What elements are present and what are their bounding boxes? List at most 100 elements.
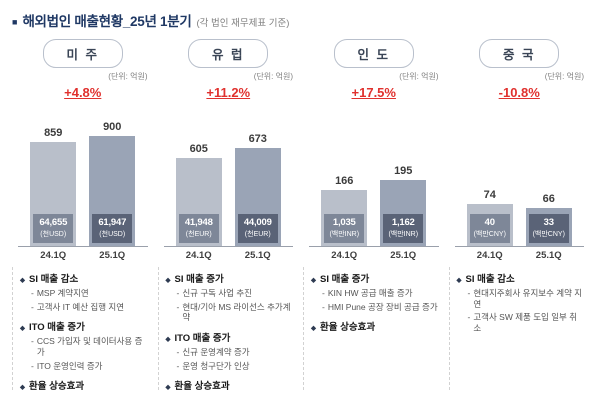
- bar-inner-box: 64,655 (천USD): [33, 214, 74, 243]
- note-detail: - 신규 운영계약 증가: [166, 347, 294, 358]
- x-axis-labels: 24.1Q 25.1Q: [18, 250, 148, 261]
- note-text: 환율 상승효과: [174, 381, 230, 393]
- bar-chart: 859 64,655 (천USD) 900 61,947 (천USD): [18, 115, 148, 247]
- growth-rate: +11.2%: [206, 85, 251, 100]
- note-text: 신규 운영계약 증가: [182, 346, 250, 357]
- bar-inner-box: 44,009 (천EUR): [237, 214, 278, 243]
- local-currency-value: 41,948: [184, 217, 213, 228]
- bar-chart: 74 40 (백만CNY) 66 33 (백만CNY): [454, 115, 584, 247]
- note-heading: ◆ SI 매출 감소: [20, 271, 148, 285]
- local-currency-value: 44,009: [243, 217, 272, 228]
- note-text: KIN HW 공급 매출 증가: [327, 288, 413, 298]
- unit-label: (단위: 억원): [108, 72, 148, 81]
- diamond-bullet-icon: ◆: [165, 335, 171, 343]
- note-text: 신규 구독 사업 추진: [182, 288, 252, 298]
- growth-rate: +17.5%: [351, 85, 396, 100]
- bar-value-label: 605: [189, 143, 208, 155]
- note-text: 운영 청구단가 인상: [182, 360, 250, 371]
- bar-25q: 195 1,162 (백만INR): [380, 165, 427, 246]
- bar-value-label: 166: [335, 175, 354, 187]
- note-text: ITO 매출 증가: [29, 322, 85, 334]
- page-header: ■ 해외법인 매출현황_25년 1분기 (각 법인 재무제표 기준): [10, 10, 592, 30]
- region-title: 유 럽: [188, 39, 269, 68]
- note-heading: ◆ 환율 상승효과: [311, 319, 439, 333]
- bar-chart: 605 41,948 (천EUR) 673 44,009 (천EUR): [163, 115, 293, 247]
- note-detail: - 현대지주회사 유지보수 계약 지연: [457, 288, 585, 309]
- bar-24q: 859 64,655 (천USD): [30, 127, 77, 246]
- diamond-bullet-icon: ◆: [165, 384, 171, 392]
- local-currency-unit: (백만CNY): [532, 231, 565, 238]
- region-column-americas: 미 주 (단위: 억원) +4.8% 859 64,655 (천USD) 900…: [10, 39, 156, 392]
- bar-inner-box: 40 (백만CNY): [469, 214, 510, 243]
- note-text: SI 매출 감소: [465, 274, 515, 285]
- note-detail: - 현대/기아 MS 라이선스 추가계약: [166, 302, 294, 323]
- diamond-bullet-icon: ◆: [20, 277, 25, 284]
- region-column-europe: 유 럽 (단위: 억원) +11.2% 605 41,948 (천EUR) 67…: [156, 39, 302, 392]
- note-detail: - CCS 가입자 및 데이터사용 증가: [20, 336, 148, 357]
- local-currency-unit: (백만INR): [388, 231, 419, 238]
- bar-value-label: 74: [483, 189, 496, 201]
- note-text: ITO 운영인력 증가: [36, 360, 103, 371]
- notes-list: ◆ SI 매출 감소 - 현대지주회사 유지보수 계약 지연 - 고객사 SW 제품 …: [455, 271, 585, 334]
- bar-inner-box: 33 (백만CNY): [528, 214, 569, 243]
- x-axis-labels: 24.1Q 25.1Q: [455, 250, 585, 261]
- local-currency-value: 64,655: [39, 217, 68, 228]
- dash-bullet-icon: -: [31, 288, 34, 298]
- region-title: 중 국: [479, 39, 560, 68]
- region-title: 인 도: [333, 39, 414, 68]
- note-heading: ◆ 환율 상승효과: [166, 378, 294, 392]
- dash-bullet-icon: -: [322, 288, 325, 298]
- note-text: 환율 상승효과: [29, 381, 85, 393]
- diamond-bullet-icon: ◆: [456, 277, 462, 284]
- bar-25q: 673 44,009 (천EUR): [234, 133, 281, 246]
- note-heading: ◆ ITO 매출 증가: [166, 330, 294, 344]
- bar-25q: 66 33 (백만CNY): [525, 193, 572, 246]
- x-axis-label: 25.1Q: [535, 250, 562, 261]
- note-heading: ◆ SI 매출 감소: [457, 271, 585, 285]
- unit-label: (단위: 억원): [253, 72, 293, 81]
- dash-bullet-icon: -: [176, 346, 180, 357]
- x-axis-label: 25.1Q: [390, 250, 417, 261]
- growth-rate: -10.8%: [498, 85, 540, 100]
- bar-value-label: 66: [542, 193, 555, 205]
- dash-bullet-icon: -: [467, 288, 471, 298]
- notes-list: ◆ SI 매출 증가 - KIN HW 공급 매출 증가 - HMI Pune 공장 …: [309, 271, 439, 333]
- bar-value-label: 900: [103, 121, 122, 133]
- dash-bullet-icon: -: [176, 301, 180, 312]
- note-detail: - KIN HW 공급 매출 증가: [311, 288, 439, 299]
- x-axis-label: 24.1Q: [331, 250, 358, 261]
- local-currency-unit: (천USD): [40, 231, 67, 238]
- note-text: SI 매출 증가: [320, 274, 370, 285]
- region-column-india: 인 도 (단위: 억원) +17.5% 166 1,035 (백만INR) 19…: [301, 39, 447, 392]
- note-detail: - ITO 운영인력 증가: [20, 361, 148, 372]
- note-text: MSP 계약지연: [36, 288, 89, 298]
- local-currency-unit: (천EUR): [185, 231, 212, 238]
- diamond-bullet-icon: ◆: [165, 277, 171, 284]
- bar-value-label: 859: [44, 127, 63, 139]
- diamond-bullet-icon: ◆: [20, 384, 25, 392]
- bar-25q: 900 61,947 (천USD): [89, 121, 136, 246]
- bar-inner-box: 41,948 (천EUR): [178, 214, 219, 243]
- local-currency-unit: (백만INR): [329, 231, 360, 238]
- square-bullet-icon: ■: [12, 17, 18, 27]
- note-heading: ◆ SI 매출 증가: [166, 271, 294, 285]
- note-text: ITO 매출 증가: [174, 332, 231, 344]
- dash-bullet-icon: -: [31, 301, 34, 312]
- note-text: HMI Pune 공장 장비 공급 증가: [327, 301, 438, 312]
- unit-label: (단위: 억원): [399, 72, 439, 81]
- bar-value-label: 673: [248, 133, 267, 145]
- diamond-bullet-icon: ◆: [20, 325, 25, 333]
- diamond-bullet-icon: ◆: [311, 325, 316, 333]
- note-detail: - 운영 청구단가 인상: [166, 361, 294, 372]
- x-axis-label: 24.1Q: [185, 250, 212, 261]
- dash-bullet-icon: -: [31, 336, 34, 347]
- x-axis-label: 25.1Q: [99, 250, 126, 261]
- local-currency-unit: (천USD): [99, 231, 126, 238]
- bar-inner-box: 1,162 (백만INR): [383, 214, 424, 243]
- note-detail: - 고객사 IT 예산 집행 지연: [20, 302, 148, 313]
- x-axis-label: 25.1Q: [244, 250, 271, 261]
- note-text: 고객사 SW 제품 도입 일부 취소: [473, 312, 578, 333]
- notes-list: ◆ SI 매출 감소 - MSP 계약지연 - 고객사 IT 예산 집행 지연 ◆ IT…: [18, 271, 148, 392]
- local-currency-value: 1,035: [332, 217, 356, 228]
- note-text: 현대/기아 MS 라이선스 추가계약: [182, 301, 291, 323]
